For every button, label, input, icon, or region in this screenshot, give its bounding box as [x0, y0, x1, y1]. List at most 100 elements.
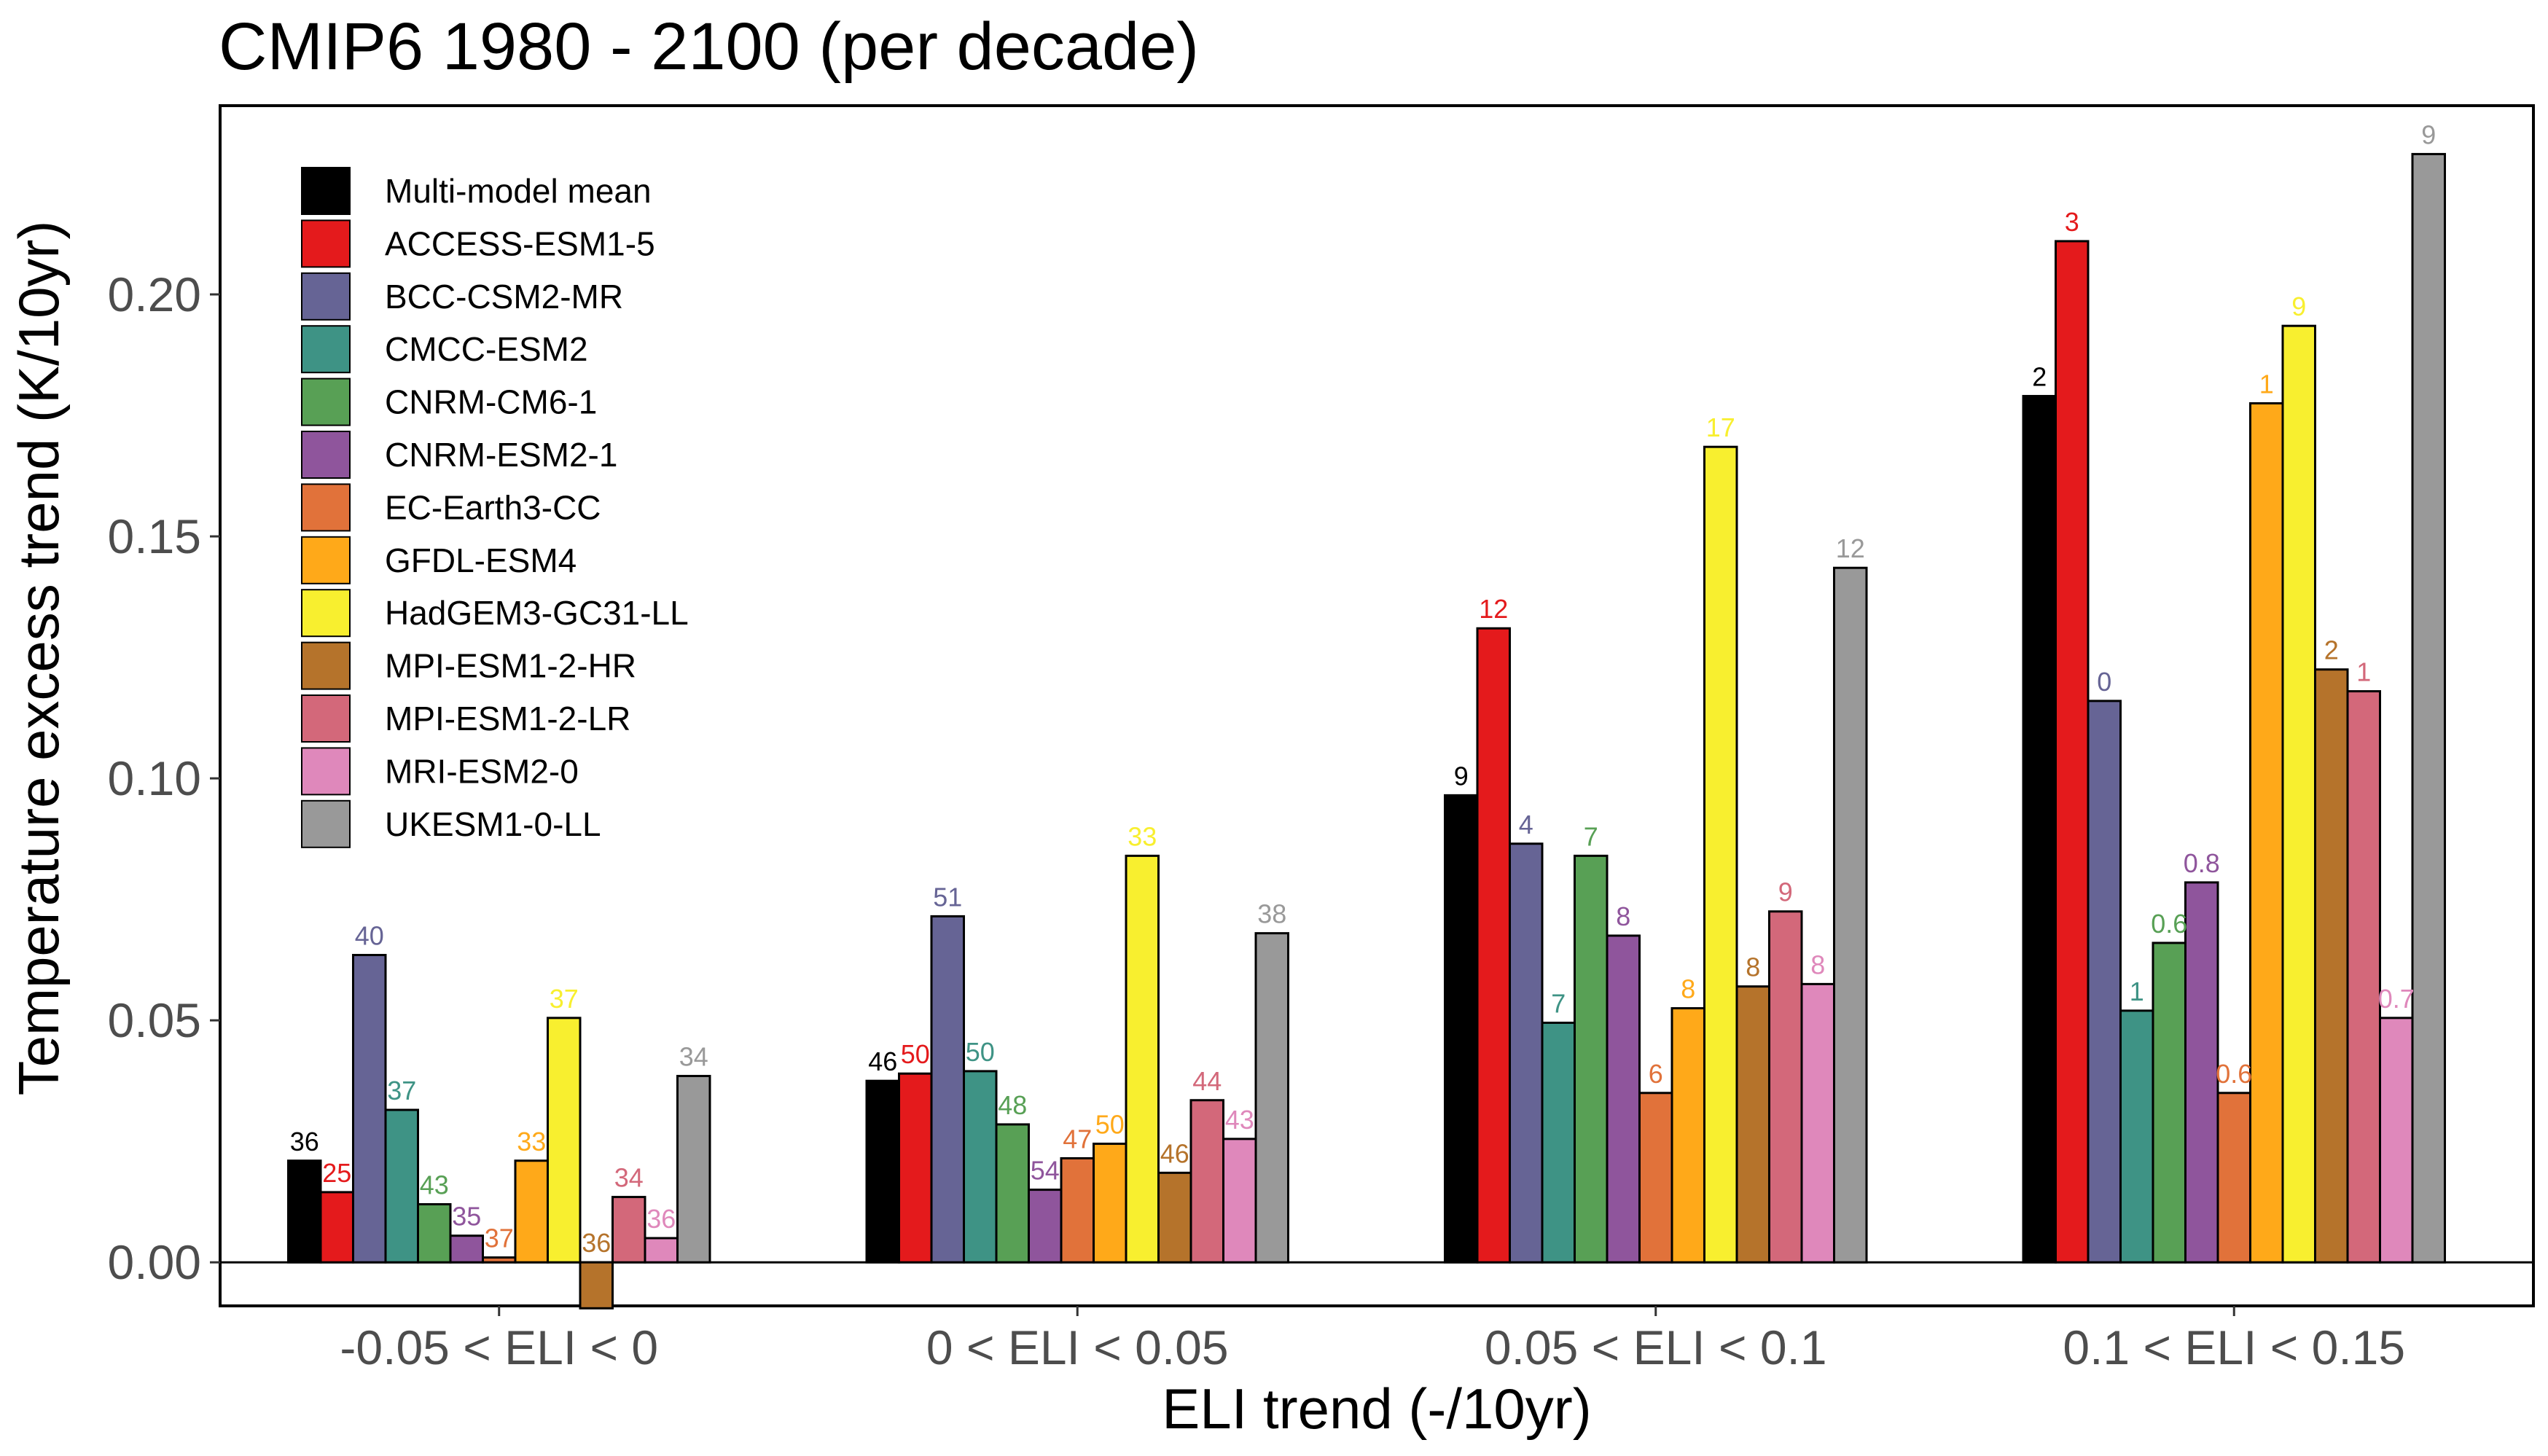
x-tick-label: 0.1 < ELI < 0.15 — [2063, 1320, 2405, 1374]
bar-multi-model-mean-2 — [1444, 794, 1479, 1264]
bar-gfdl-esm4-3 — [2249, 402, 2284, 1264]
bar-label: 2 — [2032, 361, 2047, 391]
legend-label: CNRM-ESM2-1 — [385, 436, 617, 474]
bar-label: 3 — [2065, 207, 2079, 237]
legend-label: CNRM-CM6-1 — [385, 383, 597, 421]
bar-label: 0.6 — [2151, 909, 2187, 939]
bar-bcc-csm2-mr-0 — [352, 954, 387, 1264]
legend-key — [301, 536, 351, 584]
bar-label: 40 — [355, 921, 384, 951]
legend-label: UKESM1-0-LL — [385, 805, 601, 843]
bar-mpi-esm1-2-lr-0 — [611, 1196, 646, 1264]
legend-key — [301, 272, 351, 321]
bar-gfdl-esm4-0 — [514, 1159, 549, 1264]
bar-mri-esm2-0-1 — [1222, 1138, 1257, 1264]
bar-label: 38 — [1257, 899, 1286, 929]
y-tick-label: 0.00 — [108, 1235, 201, 1289]
bar-ec-earth3-cc-2 — [1638, 1092, 1673, 1264]
bar-ukesm1-0-ll-2 — [1833, 566, 1868, 1264]
bar-label: 51 — [933, 882, 962, 912]
bar-mpi-esm1-2-hr-3 — [2314, 668, 2349, 1264]
bar-gfdl-esm4-1 — [1093, 1143, 1128, 1264]
legend-key — [301, 641, 351, 690]
y-tick-label: 0.20 — [108, 267, 201, 321]
bar-label: 8 — [1616, 901, 1630, 931]
bar-ec-earth3-cc-3 — [2216, 1092, 2251, 1264]
legend-key — [301, 694, 351, 743]
bar-mri-esm2-0-3 — [2379, 1017, 2414, 1264]
legend-label: HadGEM3-GC31-LL — [385, 594, 689, 632]
bar-label: 9 — [1778, 877, 1793, 907]
x-tick-label: -0.05 < ELI < 0 — [340, 1320, 658, 1374]
bar-label: 1 — [2130, 976, 2144, 1006]
bar-label: 0.6 — [2216, 1059, 2252, 1089]
bar-hadgem3-gc31-ll-0 — [547, 1017, 582, 1264]
legend-key — [301, 799, 351, 848]
bar-hadgem3-gc31-ll-3 — [2281, 324, 2316, 1264]
bar-cnrm-esm2-1-3 — [2184, 881, 2219, 1264]
legend-key — [301, 589, 351, 638]
bar-label: 12 — [1479, 594, 1508, 624]
bar-cnrm-cm6-1-2 — [1574, 854, 1609, 1264]
bar-label: 44 — [1192, 1066, 1222, 1096]
bar-bcc-csm2-mr-1 — [930, 915, 965, 1264]
bar-label: 50 — [901, 1039, 930, 1069]
bar-gfdl-esm4-2 — [1670, 1007, 1705, 1264]
bar-label: 36 — [582, 1228, 611, 1258]
x-tick-label: 0 < ELI < 0.05 — [926, 1320, 1229, 1374]
bar-cnrm-esm2-1-0 — [449, 1234, 484, 1264]
bar-mpi-esm1-2-hr-0 — [579, 1261, 614, 1310]
bar-bcc-csm2-mr-3 — [2087, 700, 2122, 1264]
legend-label: CMCC-ESM2 — [385, 330, 588, 368]
x-tick-label: 0.05 < ELI < 0.1 — [1485, 1320, 1827, 1374]
bar-ukesm1-0-ll-0 — [676, 1075, 711, 1264]
bar-label: 2 — [2324, 635, 2339, 665]
bar-access-esm1-5-0 — [319, 1191, 354, 1264]
bar-label: 8 — [1681, 974, 1695, 1004]
bar-label: 43 — [420, 1170, 449, 1200]
y-tick-label: 0.15 — [108, 509, 201, 563]
bar-ec-earth3-cc-1 — [1060, 1156, 1095, 1264]
bar-cmcc-esm2-1 — [963, 1070, 998, 1264]
bar-ukesm1-0-ll-1 — [1254, 932, 1289, 1264]
bar-label: 25 — [322, 1158, 351, 1188]
bar-label: 46 — [1160, 1138, 1189, 1168]
bar-ec-earth3-cc-0 — [482, 1256, 517, 1264]
bar-cmcc-esm2-0 — [384, 1108, 419, 1264]
bar-cnrm-esm2-1-2 — [1606, 934, 1641, 1264]
bar-multi-model-mean-3 — [2022, 394, 2057, 1264]
bar-label: 4 — [1519, 810, 1533, 839]
bar-multi-model-mean-0 — [287, 1159, 322, 1264]
x-axis: -0.05 < ELI < 0 0 < ELI < 0.05 0.05 < ELI … — [340, 1306, 2405, 1374]
bar-label: 33 — [1128, 821, 1157, 851]
bar-cmcc-esm2-3 — [2119, 1009, 2154, 1264]
bar-cnrm-cm6-1-0 — [417, 1203, 452, 1264]
legend-label: MRI-ESM2-0 — [385, 752, 579, 790]
bar-label: 35 — [452, 1202, 481, 1232]
bar-label: 46 — [868, 1046, 897, 1076]
bar-label: 12 — [1836, 533, 1865, 563]
bar-label: 0 — [2097, 667, 2111, 697]
y-axis: 0.00 0.05 0.10 0.15 0.20 — [108, 267, 220, 1289]
legend-key — [301, 377, 351, 426]
bar-label: 8 — [1810, 950, 1825, 979]
bar-label: 9 — [2291, 291, 2306, 321]
bar-label: 0.8 — [2184, 848, 2220, 878]
bar-cnrm-cm6-1-3 — [2152, 942, 2186, 1264]
bar-label: 37 — [550, 984, 579, 1014]
legend-key — [301, 483, 351, 532]
bar-hadgem3-gc31-ll-1 — [1125, 854, 1160, 1264]
bar-cnrm-cm6-1-1 — [995, 1123, 1030, 1264]
legend-label: EC-Earth3-CC — [385, 488, 601, 526]
plot-area — [219, 104, 2535, 1307]
bar-label: 17 — [1706, 412, 1735, 442]
bar-bcc-csm2-mr-2 — [1509, 842, 1544, 1264]
bar-access-esm1-5-3 — [2055, 240, 2090, 1264]
bar-label: 54 — [1031, 1156, 1060, 1186]
legend-label: MPI-ESM1-2-HR — [385, 647, 636, 685]
legend-key — [301, 219, 351, 268]
bar-mpi-esm1-2-lr-2 — [1768, 910, 1803, 1264]
legend-label: Multi-model mean — [385, 172, 652, 210]
